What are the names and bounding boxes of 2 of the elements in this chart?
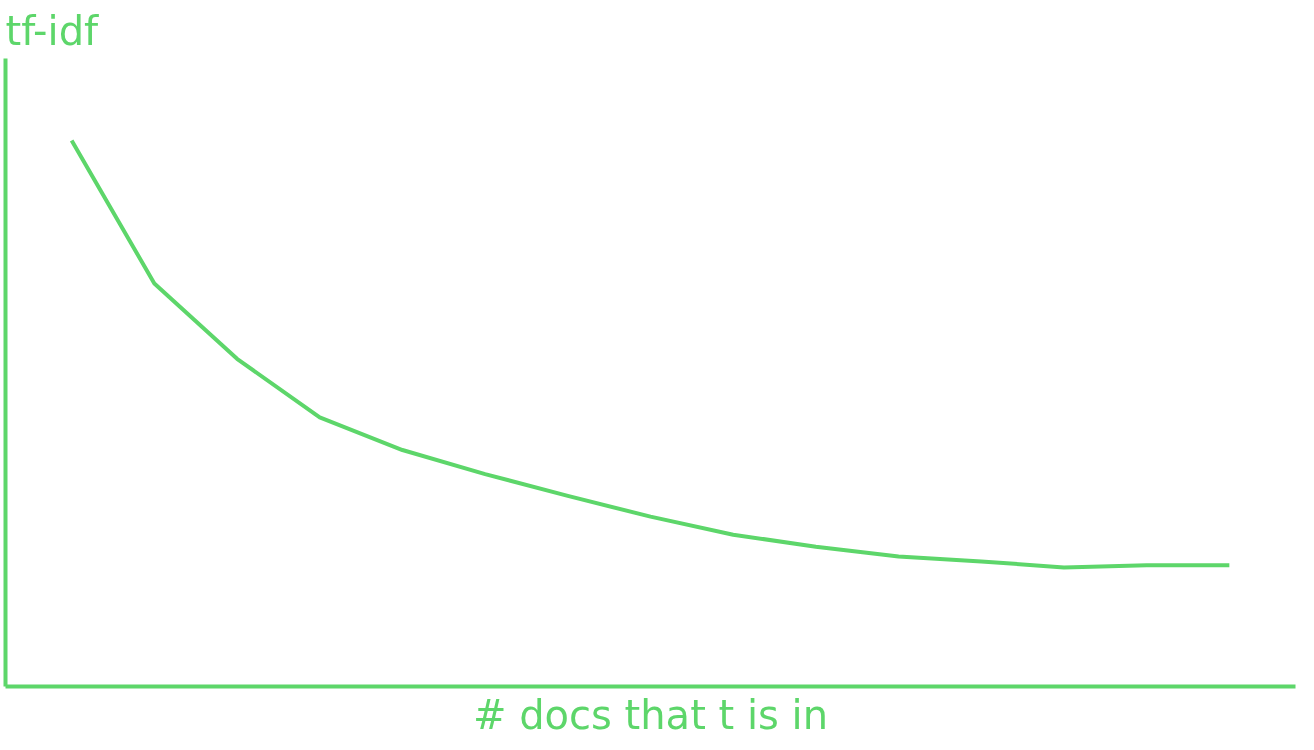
x-axis-title: # docs that t is in [472,691,829,738]
y-axis-title: tf-idf [5,7,100,54]
